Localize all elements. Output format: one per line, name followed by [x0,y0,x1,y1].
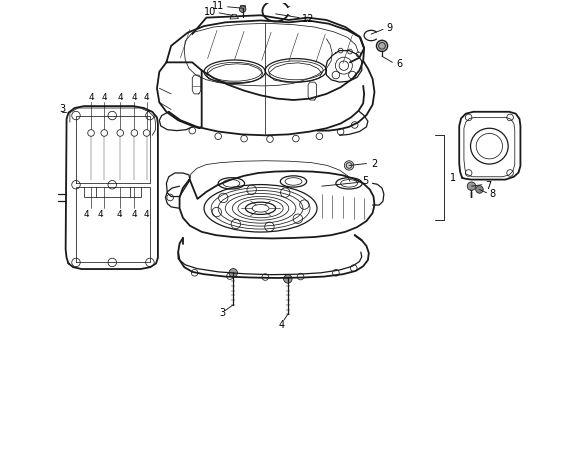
Circle shape [467,182,475,190]
Text: 5: 5 [362,177,369,187]
Text: 11: 11 [212,1,224,11]
Text: 6: 6 [396,59,402,69]
Text: 7: 7 [485,180,491,190]
Text: 4: 4 [102,93,107,102]
Text: 12: 12 [302,14,315,24]
Text: 4: 4 [131,93,137,102]
Text: 4: 4 [131,210,137,219]
Text: 4: 4 [88,93,94,102]
Circle shape [239,6,246,12]
Text: 8: 8 [490,189,496,199]
Text: 9: 9 [387,23,393,33]
Circle shape [345,161,354,170]
Text: 4: 4 [116,210,122,219]
Circle shape [376,40,387,51]
Text: 4: 4 [97,210,103,219]
Circle shape [284,275,292,283]
Circle shape [229,268,238,277]
Text: 4: 4 [117,93,123,102]
Text: 3: 3 [219,308,225,318]
Circle shape [475,186,483,193]
Text: 1: 1 [450,173,456,183]
Text: 2: 2 [371,159,377,169]
Bar [240,5,245,8]
Text: 4: 4 [144,93,150,102]
Text: 4: 4 [144,210,150,219]
Text: 3: 3 [59,104,66,114]
Text: 10: 10 [204,7,216,17]
Text: 4: 4 [279,320,285,330]
Text: 4: 4 [83,210,89,219]
